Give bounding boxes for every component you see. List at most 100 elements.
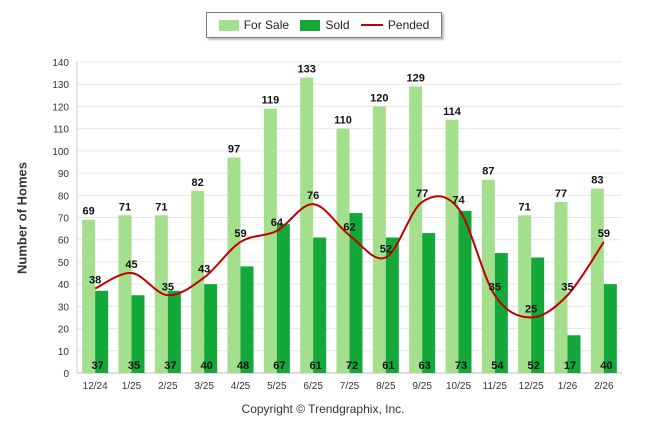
label-for-sale: 114 — [443, 106, 462, 118]
bar-sold — [349, 213, 363, 373]
bar-for-sale — [263, 108, 277, 374]
label-for-sale: 97 — [228, 144, 240, 156]
x-axis-ticks: 12/24 1/25 2/25 3/25 4/25 5/25 6/25 7/25 8/25 9/2… — [83, 381, 614, 392]
x-tick-label: 9/25 — [412, 381, 432, 392]
bar-for-sale — [518, 215, 532, 373]
legend-item-sold[interactable]: Sold — [300, 18, 350, 32]
y-tick-label: 30 — [58, 302, 70, 313]
bar-for-sale — [227, 157, 241, 373]
bar-sold — [567, 335, 581, 373]
legend-item-pended[interactable]: Pended — [360, 18, 430, 32]
bar-sold — [422, 233, 436, 373]
data-labels: 69 37 71 35 71 37 82 40 97 48 119 67 133 61 110 72 120 61… — [83, 64, 613, 372]
legend-label-for-sale: For Sale — [243, 18, 290, 32]
label-pended: 35 — [162, 281, 174, 293]
label-for-sale: 83 — [591, 175, 603, 187]
bar-for-sale — [82, 219, 96, 373]
y-tick-label: 120 — [52, 102, 69, 113]
x-tick-label: 2/26 — [594, 381, 614, 392]
bar-sold — [385, 237, 399, 373]
legend-label-pended: Pended — [387, 18, 430, 32]
y-tick-label: 60 — [58, 236, 70, 247]
label-sold: 73 — [455, 360, 467, 372]
label-for-sale: 110 — [334, 115, 352, 127]
bar-sold — [603, 284, 617, 373]
label-sold: 35 — [128, 360, 140, 372]
y-tick-label: 110 — [53, 125, 69, 136]
legend-label-sold: Sold — [325, 18, 350, 32]
bar-sold — [313, 237, 327, 373]
label-for-sale: 87 — [482, 166, 494, 178]
bar-for-sale — [445, 119, 459, 373]
label-pended: 77 — [416, 188, 428, 200]
bar-sold — [204, 284, 218, 373]
label-pended: 25 — [525, 303, 537, 315]
label-sold: 37 — [92, 360, 104, 372]
y-tick-label: 80 — [58, 191, 70, 202]
label-for-sale: 77 — [555, 188, 567, 200]
copyright-text: Copyright © Trendgraphix, Inc. — [241, 402, 405, 416]
y-tick-label: 50 — [58, 258, 70, 269]
y-tick-label: 90 — [58, 169, 70, 180]
label-pended: 62 — [343, 221, 355, 233]
label-for-sale: 133 — [297, 64, 315, 76]
bar-for-sale — [118, 215, 132, 373]
bar-for-sale — [409, 86, 423, 373]
x-tick-label: 12/25 — [519, 381, 544, 392]
y-axis-label: Number of Homes — [14, 162, 30, 274]
bar-sold — [458, 210, 472, 373]
label-pended: 35 — [489, 281, 501, 293]
x-tick-label: 4/25 — [231, 381, 251, 392]
label-for-sale: 119 — [261, 95, 279, 107]
y-tick-label: 40 — [58, 280, 70, 291]
y-tick-label: 10 — [58, 347, 70, 358]
legend-swatch-for-sale — [218, 19, 239, 31]
bar-sold — [276, 224, 290, 373]
y-tick-label: 130 — [52, 80, 69, 91]
legend-swatch-sold — [300, 19, 321, 31]
label-for-sale: 120 — [370, 92, 388, 104]
label-sold: 37 — [164, 360, 176, 372]
x-tick-label: 2/25 — [158, 381, 178, 392]
bars — [82, 77, 617, 374]
x-tick-label: 3/25 — [194, 381, 214, 392]
x-tick-label: 1/25 — [122, 381, 142, 392]
label-pended: 64 — [271, 217, 284, 229]
label-sold: 54 — [491, 360, 504, 372]
label-pended: 43 — [198, 263, 210, 275]
label-for-sale: 129 — [406, 72, 424, 84]
bar-sold — [167, 290, 181, 373]
label-sold: 61 — [382, 360, 394, 372]
x-tick-label: 6/25 — [303, 381, 323, 392]
label-sold: 61 — [310, 360, 322, 372]
label-pended: 59 — [598, 228, 610, 240]
bar-sold — [95, 290, 109, 373]
label-for-sale: 71 — [155, 201, 167, 213]
label-pended: 74 — [452, 195, 465, 207]
label-pended: 45 — [125, 259, 137, 271]
legend-item-for-sale[interactable]: For Sale — [218, 18, 290, 32]
label-for-sale: 69 — [83, 206, 95, 218]
label-sold: 40 — [600, 360, 612, 372]
bar-for-sale — [554, 201, 568, 373]
bar-sold — [531, 257, 545, 373]
label-sold: 52 — [528, 360, 540, 372]
bar-sold — [131, 295, 145, 373]
x-tick-label: 11/25 — [483, 381, 508, 392]
y-tick-label: 0 — [63, 369, 69, 380]
bar-for-sale — [372, 106, 386, 373]
y-tick-label: 140 — [52, 58, 69, 69]
legend: For Sale Sold Pended — [206, 12, 442, 38]
bar-sold — [240, 266, 254, 373]
x-tick-label: 12/24 — [83, 381, 108, 392]
x-tick-label: 8/25 — [376, 381, 396, 392]
label-sold: 67 — [273, 360, 285, 372]
y-axis-ticks: 0 10 20 30 40 50 60 70 80 90 100 110 120 130 140 — [52, 58, 69, 380]
legend-swatch-pended — [360, 24, 383, 26]
label-sold: 40 — [201, 360, 213, 372]
pended-line — [94, 195, 605, 319]
label-pended: 38 — [89, 275, 101, 287]
label-for-sale: 82 — [192, 177, 204, 189]
bar-for-sale — [481, 179, 495, 373]
